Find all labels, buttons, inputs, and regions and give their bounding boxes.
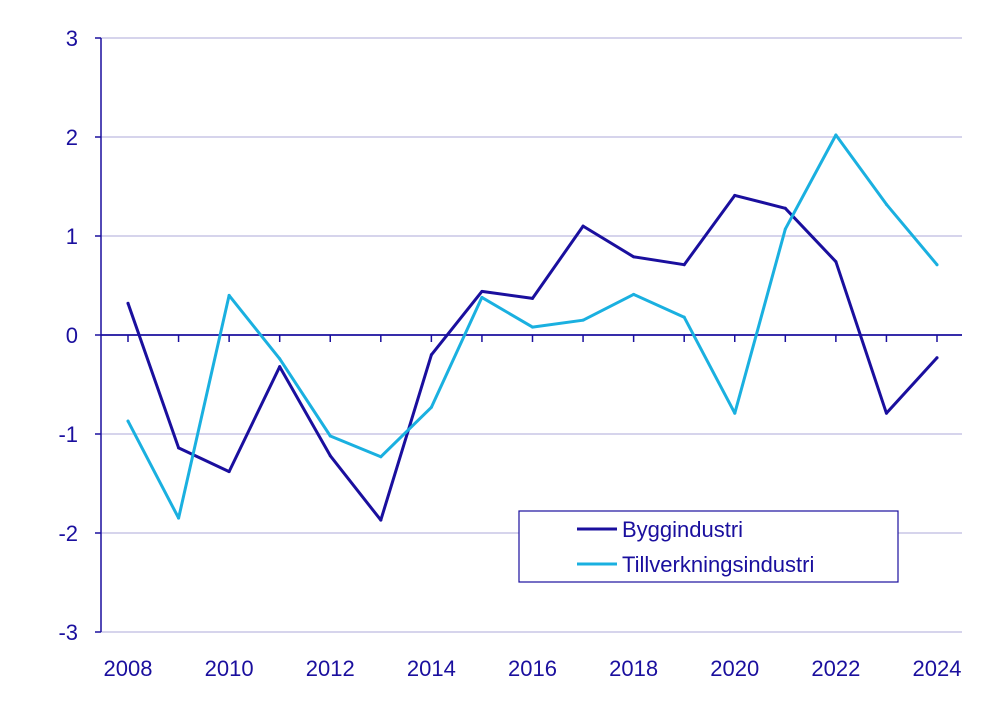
data-point [379, 455, 383, 459]
data-point [328, 454, 332, 458]
tick-labels: 3 2 1 0 -1 -2 -3 2008 2010 2012 2014 2016 2018 2020 20… [58, 26, 961, 681]
y-tick-label: 0 [66, 323, 78, 348]
data-point [379, 518, 383, 522]
data-point [177, 516, 181, 520]
data-point [783, 206, 787, 210]
legend-box [518, 510, 899, 583]
y-tick-label: 3 [66, 26, 78, 51]
data-point [935, 356, 939, 360]
data-point [935, 263, 939, 267]
data-point [429, 405, 433, 409]
x-tick-label: 2010 [205, 656, 254, 681]
data-point [834, 260, 838, 264]
data-point [278, 365, 282, 369]
y-tick-label: -2 [58, 521, 78, 546]
y-tick-label: 2 [66, 125, 78, 150]
data-point [429, 353, 433, 357]
y-tick-label: -3 [58, 620, 78, 645]
data-point [682, 263, 686, 267]
x-tick-label: 2020 [710, 656, 759, 681]
series-line-byggindustri [126, 193, 939, 522]
data-point [227, 470, 231, 474]
y-tick-label: -1 [58, 422, 78, 447]
data-point [531, 296, 534, 300]
data-point [834, 133, 838, 137]
x-tick-label: 2016 [508, 656, 557, 681]
data-point [480, 289, 484, 293]
data-point [884, 411, 888, 415]
y-tick-label: 1 [66, 224, 78, 249]
x-tick-label: 2022 [811, 656, 860, 681]
data-point [632, 292, 636, 296]
data-point [531, 325, 534, 329]
data-point [177, 446, 181, 450]
data-point [126, 419, 130, 423]
x-tick-label: 2014 [407, 656, 456, 681]
x-tick-label: 2008 [104, 656, 153, 681]
data-point [733, 411, 737, 415]
data-point [126, 301, 130, 305]
data-point [632, 255, 636, 259]
data-point [581, 318, 585, 322]
axes [95, 37, 962, 633]
data-point [480, 295, 484, 299]
legend-label: Tillverkningsindustri [622, 552, 814, 577]
data-point [278, 357, 282, 361]
x-tick-label: 2012 [306, 656, 355, 681]
series-lines [126, 133, 939, 522]
data-point [682, 315, 686, 319]
data-point [581, 224, 585, 228]
data-point [733, 193, 737, 197]
legend: Byggindustri Tillverkningsindustri [518, 510, 899, 583]
data-point [783, 227, 787, 231]
x-tick-label: 2018 [609, 656, 658, 681]
x-tick-label: 2024 [913, 656, 962, 681]
data-point [227, 293, 231, 297]
data-point [328, 434, 332, 438]
data-point [884, 202, 888, 206]
legend-label: Byggindustri [622, 517, 743, 542]
